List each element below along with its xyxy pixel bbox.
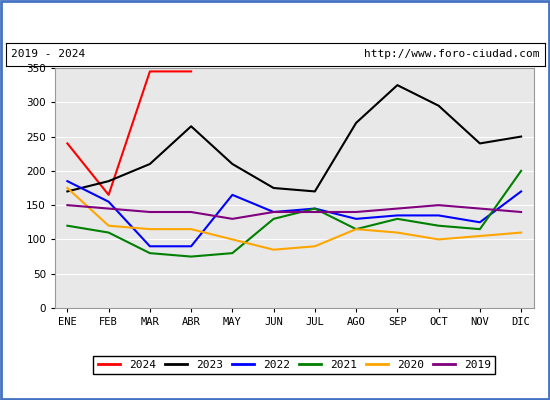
Legend: 2024, 2023, 2022, 2021, 2020, 2019: 2024, 2023, 2022, 2021, 2020, 2019 bbox=[94, 356, 495, 374]
Text: 2019 - 2024: 2019 - 2024 bbox=[11, 49, 85, 59]
Text: http://www.foro-ciudad.com: http://www.foro-ciudad.com bbox=[364, 49, 539, 59]
Text: Evolucion Nº Turistas Extranjeros en el municipio de Borox: Evolucion Nº Turistas Extranjeros en el … bbox=[32, 14, 518, 28]
